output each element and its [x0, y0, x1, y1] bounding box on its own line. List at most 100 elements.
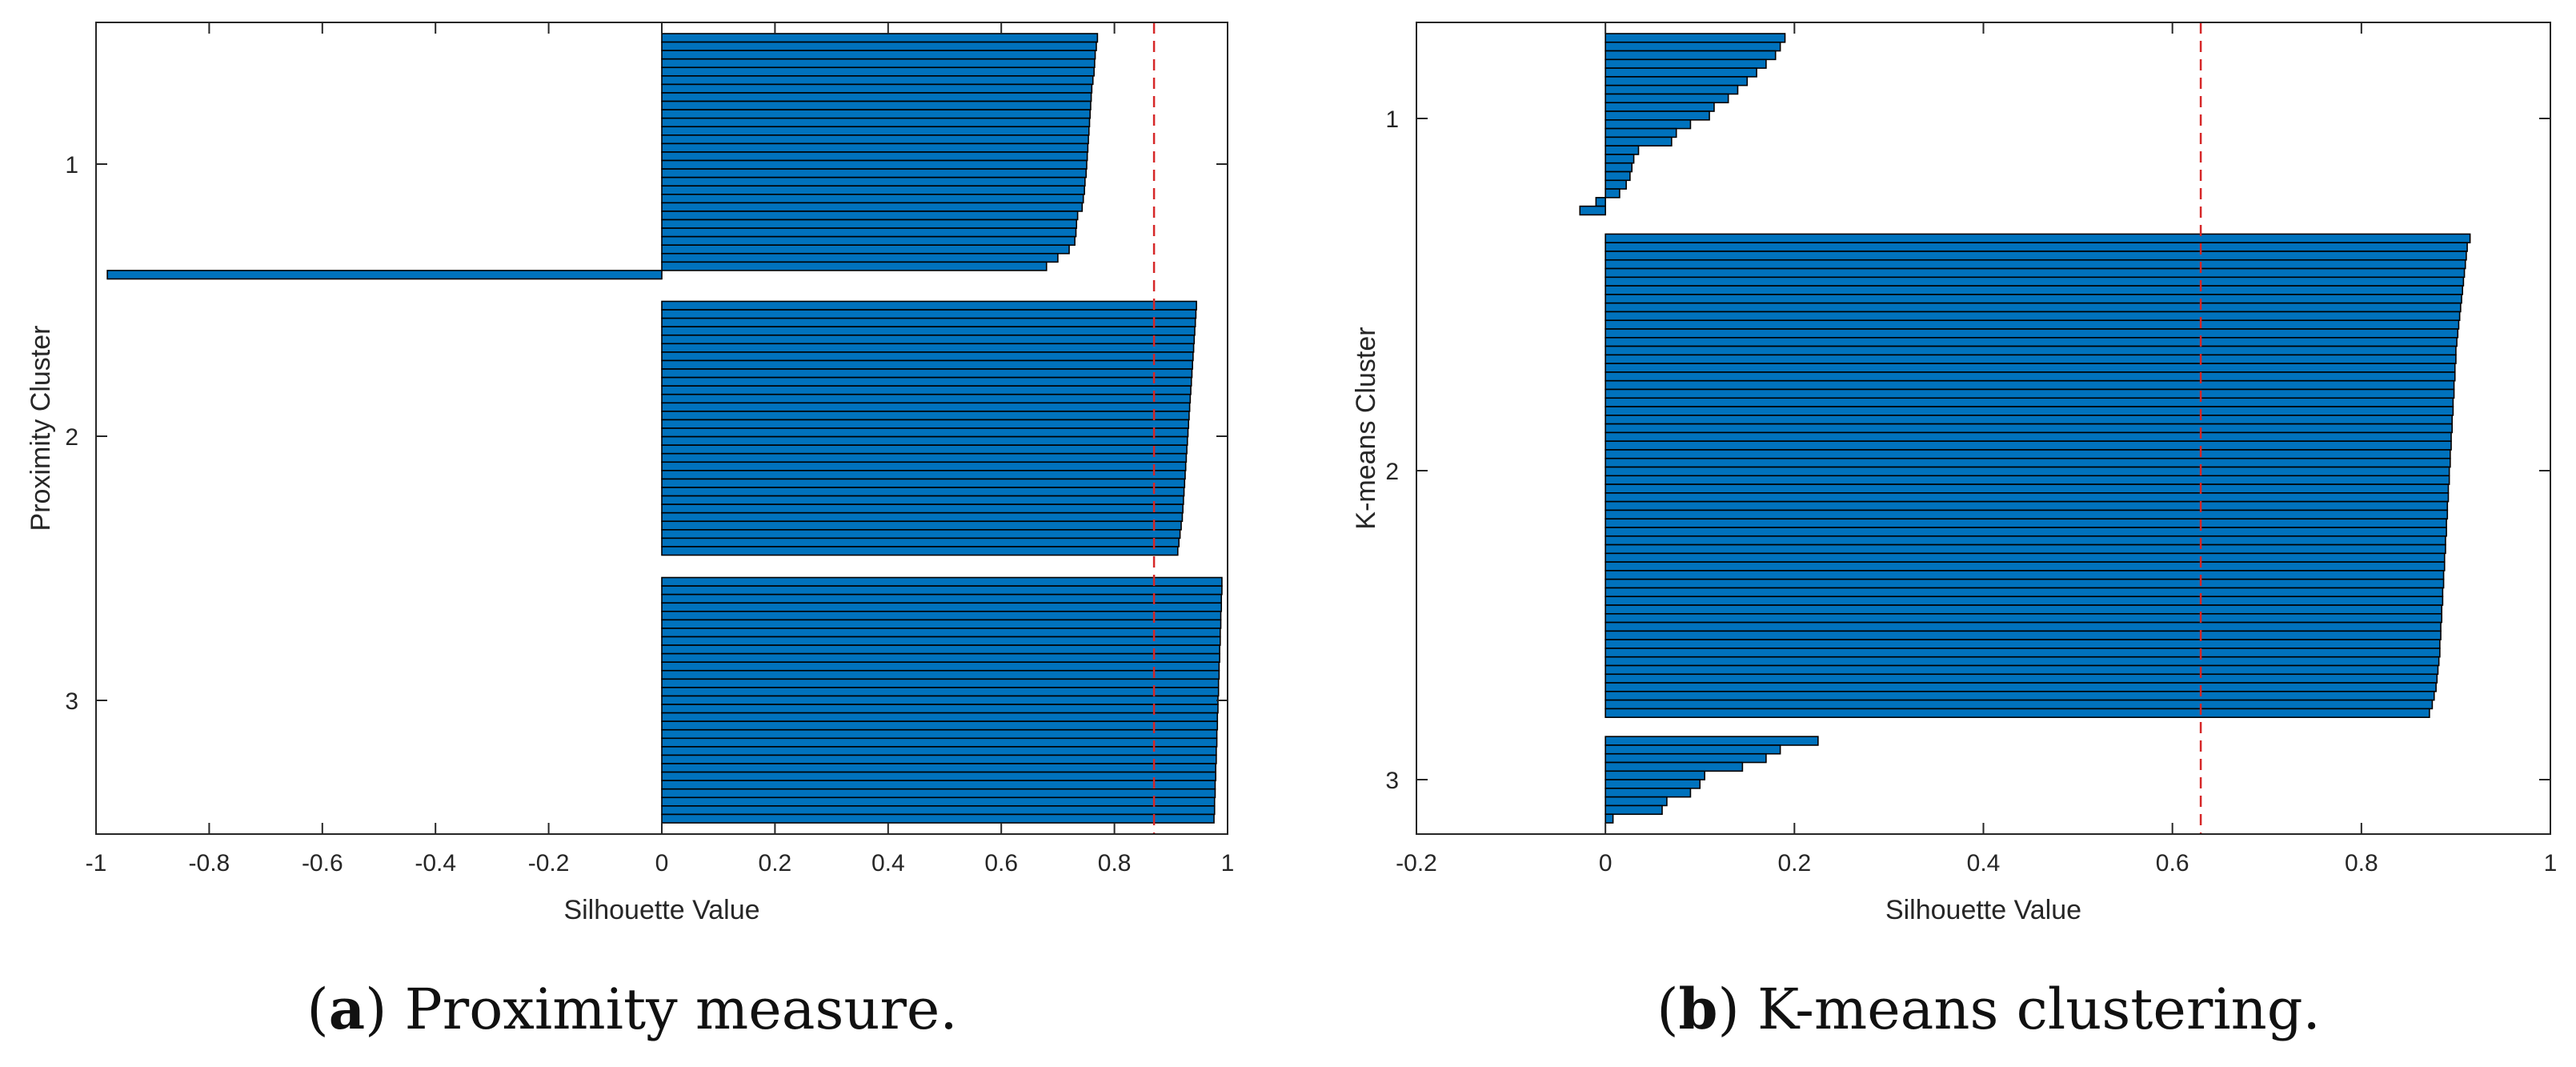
- bar-a-cluster3-10: [661, 652, 1220, 664]
- bar-b-cluster2-5: [1604, 267, 2466, 279]
- bar-b-cluster2-4: [1604, 259, 2466, 270]
- bar-a-cluster3-8: [661, 636, 1221, 646]
- bar-b-cluster2-11: [1604, 319, 2460, 330]
- bar-a-cluster2-17: [661, 435, 1188, 446]
- x-tick-label-b: -0.2: [1396, 850, 1437, 876]
- y-tick-label-b: 1: [1385, 106, 1399, 133]
- y-tick-label-b: 3: [1385, 768, 1399, 794]
- bar-a-cluster2-28: [661, 529, 1181, 540]
- bar-a-cluster2-11: [661, 385, 1192, 395]
- bar-a-cluster1-12: [661, 126, 1090, 136]
- x-tick-label-b: 0.6: [2156, 850, 2189, 876]
- bar-a-cluster1-26: [661, 244, 1070, 255]
- bar-b-cluster2-45: [1604, 612, 2443, 624]
- x-tick-label-b: 0.8: [2345, 850, 2378, 876]
- bar-b-cluster2-44: [1604, 604, 2443, 615]
- bar-a-cluster1-24: [661, 227, 1077, 238]
- bar-a-cluster2-10: [661, 376, 1192, 387]
- x-axis-label-b: Silhouette Value: [1885, 895, 2081, 925]
- bar-b-cluster2-10: [1604, 311, 2461, 322]
- bar-a-cluster2-21: [661, 470, 1186, 480]
- bar-a-cluster2-29: [661, 537, 1180, 548]
- bar-a-cluster1-4: [661, 58, 1096, 69]
- bar-b-cluster2-29: [1604, 475, 2450, 485]
- bar-a-cluster1-28: [661, 261, 1048, 271]
- bar-a-cluster1-21: [661, 202, 1084, 212]
- bar-a-cluster2-14: [661, 411, 1190, 421]
- bar-a-cluster3-13: [661, 678, 1220, 688]
- x-tick-label-a: 0: [655, 850, 669, 876]
- y-tick-label-b: 2: [1385, 459, 1399, 485]
- bar-b-cluster2-53: [1604, 682, 2437, 692]
- bar-b-cluster2-33: [1604, 509, 2449, 520]
- bar-a-cluster1-29: [106, 270, 663, 280]
- bar-a-cluster3-17: [661, 712, 1219, 722]
- bar-b-cluster1-1: [1604, 33, 1786, 43]
- panel-a-proximity-chart: -1 -0.8 -0.6 -0.4 -0.2 0 0.2 0.4 0.6 0.8 1 1 2 3 Silho…: [26, 22, 1234, 925]
- bar-b-cluster2-42: [1604, 587, 2444, 598]
- bar-a-cluster3-12: [661, 669, 1220, 680]
- x-tick-label-a: -0.4: [415, 850, 456, 876]
- bar-a-cluster1-23: [661, 219, 1078, 229]
- bar-a-cluster1-22: [661, 211, 1079, 221]
- bar-a-cluster1-17: [661, 168, 1088, 179]
- bar-a-cluster1-19: [661, 185, 1085, 195]
- x-tick-label-a: 0.8: [1098, 850, 1132, 876]
- bar-b-cluster1-18: [1604, 179, 1627, 190]
- bar-b-cluster2-39: [1604, 561, 2446, 572]
- bar-b-cluster1-12: [1604, 127, 1677, 138]
- bar-b-cluster2-31: [1604, 492, 2450, 503]
- bar-a-cluster3-3: [661, 593, 1223, 604]
- bar-b-cluster3-6: [1604, 779, 1701, 789]
- bar-a-cluster3-18: [661, 720, 1219, 731]
- bar-a-cluster1-16: [661, 159, 1088, 170]
- bar-b-cluster3-1: [1604, 736, 1819, 746]
- bar-a-cluster3-23: [661, 763, 1216, 773]
- bar-a-cluster3-25: [661, 780, 1216, 790]
- bar-a-cluster1-25: [661, 235, 1076, 247]
- bar-a-cluster1-9: [661, 100, 1092, 110]
- bar-b-cluster2-50: [1604, 656, 2440, 667]
- bar-a-cluster3-29: [661, 813, 1215, 824]
- bar-b-cluster2-28: [1604, 466, 2450, 477]
- bar-a-cluster2-26: [661, 511, 1184, 523]
- bar-a-cluster2-27: [661, 520, 1182, 531]
- bar-a-cluster3-19: [661, 728, 1218, 740]
- x-tick-label-b: 1: [2544, 850, 2558, 876]
- bar-b-cluster2-1: [1604, 233, 2471, 243]
- bar-b-cluster2-21: [1604, 406, 2454, 416]
- bar-b-cluster1-8: [1604, 93, 1729, 104]
- x-axis-label-a: Silhouette Value: [563, 895, 759, 925]
- bar-b-cluster2-2: [1604, 242, 2468, 252]
- bar-a-cluster2-1: [661, 300, 1197, 311]
- bar-a-cluster3-24: [661, 771, 1216, 781]
- bar-b-cluster2-27: [1604, 457, 2451, 468]
- bar-b-cluster1-13: [1604, 136, 1673, 146]
- bar-b-cluster2-12: [1604, 328, 2459, 339]
- bar-b-cluster2-40: [1604, 570, 2445, 580]
- bar-a-cluster2-22: [661, 478, 1186, 488]
- caption-b: (b) K-means clustering.: [1657, 976, 2321, 1042]
- bar-b-cluster2-54: [1604, 691, 2435, 701]
- bar-b-cluster2-41: [1604, 578, 2445, 589]
- bar-a-cluster3-14: [661, 687, 1220, 697]
- x-tick-label-b: 0.4: [1967, 850, 2001, 876]
- bar-a-cluster1-15: [661, 151, 1088, 162]
- bar-a-cluster2-9: [661, 368, 1193, 379]
- bar-a-cluster3-9: [661, 644, 1220, 655]
- panel-b-kmeans-chart: -0.2 0 0.2 0.4 0.6 0.8 1 1 2 3 Silhouette Value K-m…: [1351, 22, 2557, 925]
- bar-a-cluster3-11: [661, 661, 1220, 672]
- bar-b-cluster3-10: [1604, 813, 1614, 824]
- bar-b-cluster2-56: [1604, 708, 2430, 718]
- bar-b-cluster2-37: [1604, 544, 2446, 555]
- bar-b-cluster2-24: [1604, 431, 2452, 442]
- bar-b-cluster2-14: [1604, 345, 2457, 356]
- bar-b-cluster1-5: [1604, 67, 1757, 78]
- bar-a-cluster3-16: [661, 704, 1219, 714]
- bar-a-cluster1-1: [661, 33, 1099, 43]
- bar-b-cluster2-3: [1604, 251, 2467, 261]
- bar-b-cluster1-2: [1604, 41, 1781, 52]
- bar-a-cluster2-25: [661, 503, 1184, 514]
- bar-b-cluster2-6: [1604, 276, 2465, 287]
